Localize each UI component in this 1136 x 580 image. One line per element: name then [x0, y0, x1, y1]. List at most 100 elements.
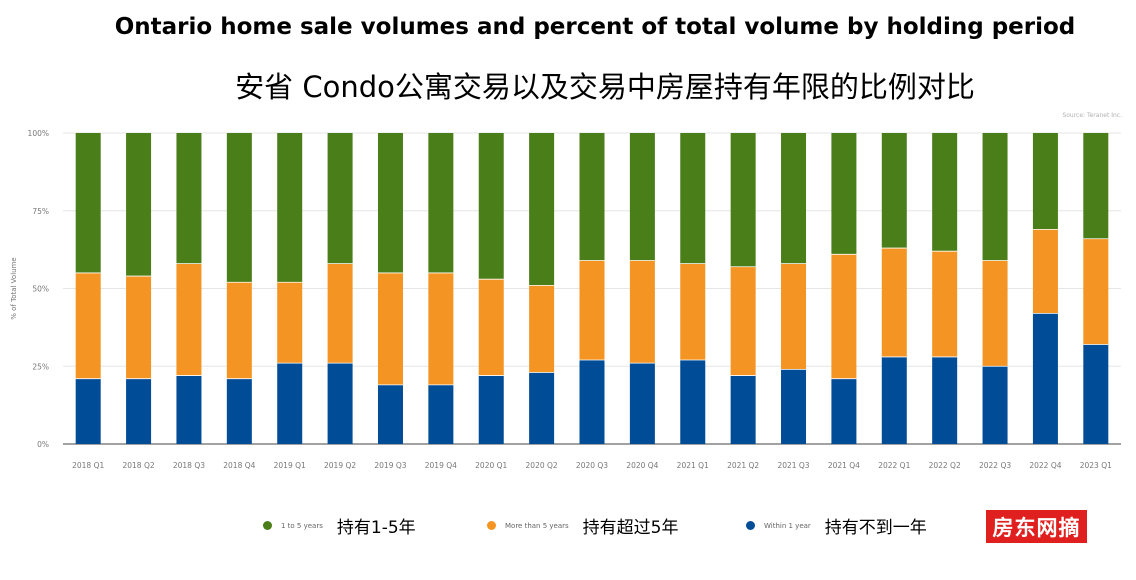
- legend-marker-blue: [746, 521, 755, 530]
- legend-label-zh: 持有1-5年: [336, 518, 416, 538]
- bar-segment[interactable]: [1083, 238, 1109, 345]
- bar-segment[interactable]: [781, 369, 807, 444]
- bar-segment[interactable]: [881, 248, 907, 357]
- x-tick-label: 2018 Q1: [72, 461, 104, 470]
- legend-item-within-1-year[interactable]: Within 1 year 持有不到一年: [746, 513, 927, 538]
- bar-segment[interactable]: [75, 133, 101, 273]
- bar-segment[interactable]: [982, 366, 1008, 444]
- bar-segment[interactable]: [126, 276, 152, 379]
- legend-label: 1 to 5 years: [281, 521, 323, 530]
- bar-segment[interactable]: [327, 363, 353, 444]
- bar-segment[interactable]: [579, 260, 605, 361]
- bar-segment[interactable]: [982, 260, 1008, 367]
- bar-segment[interactable]: [579, 360, 605, 444]
- bar-segment[interactable]: [377, 133, 403, 273]
- bar-segment[interactable]: [529, 133, 555, 286]
- x-tick-label: 2019 Q3: [374, 461, 406, 470]
- y-tick-label: 75%: [32, 207, 49, 216]
- x-tick-label: 2019 Q2: [324, 461, 356, 470]
- bar-segment[interactable]: [277, 282, 303, 364]
- bar-segment[interactable]: [226, 378, 252, 444]
- bar-segment[interactable]: [75, 378, 101, 444]
- y-tick-label: 100%: [28, 129, 49, 138]
- bar-segment[interactable]: [629, 363, 655, 444]
- bar-segment[interactable]: [680, 133, 706, 264]
- bar-segment[interactable]: [226, 282, 252, 379]
- x-tick-label: 2018 Q4: [223, 461, 255, 470]
- bar-segment[interactable]: [629, 133, 655, 261]
- bar-segment[interactable]: [982, 133, 1008, 261]
- x-tick-label: 2022 Q1: [878, 461, 910, 470]
- bar-segment[interactable]: [781, 133, 807, 264]
- bar-segment[interactable]: [277, 133, 303, 283]
- bar-segment[interactable]: [75, 272, 101, 379]
- x-tick-label: 2019 Q1: [274, 461, 306, 470]
- bar-segment[interactable]: [881, 356, 907, 444]
- bar-segment[interactable]: [1083, 133, 1109, 239]
- legend: 1 to 5 years 持有1-5年 More than 5 years 持有…: [0, 513, 1136, 543]
- bar-segment[interactable]: [428, 272, 454, 385]
- bar-segment[interactable]: [327, 133, 353, 264]
- legend-label-zh: 持有超过5年: [582, 518, 679, 538]
- bar-segment[interactable]: [629, 260, 655, 364]
- bar-segment[interactable]: [579, 133, 605, 261]
- y-tick-label: 50%: [32, 285, 49, 294]
- bar-segment[interactable]: [1032, 313, 1058, 444]
- bar-segment[interactable]: [176, 263, 202, 376]
- x-tick-label: 2020 Q2: [526, 461, 558, 470]
- legend-marker-orange: [487, 521, 496, 530]
- bar-segment[interactable]: [730, 133, 756, 267]
- bar-segment[interactable]: [428, 384, 454, 444]
- legend-item-1-to-5-years[interactable]: 1 to 5 years 持有1-5年: [263, 513, 416, 538]
- x-tick-label: 2021 Q1: [677, 461, 709, 470]
- legend-label: More than 5 years: [505, 521, 569, 530]
- bar-segment[interactable]: [377, 384, 403, 444]
- x-tick-label: 2020 Q1: [475, 461, 507, 470]
- bar-segment[interactable]: [1032, 133, 1058, 230]
- bar-segment[interactable]: [781, 263, 807, 370]
- chart-title: Ontario home sale volumes and percent of…: [114, 14, 1076, 40]
- bar-segment[interactable]: [730, 375, 756, 444]
- x-tick-label: 2020 Q3: [576, 461, 608, 470]
- legend-item-more-than-5-years[interactable]: More than 5 years 持有超过5年: [487, 513, 678, 538]
- bar-segment[interactable]: [831, 133, 857, 255]
- x-tick-label: 2021 Q4: [828, 461, 860, 470]
- bar-segment[interactable]: [932, 356, 958, 444]
- bar-segment[interactable]: [529, 372, 555, 444]
- x-tick-label: 2022 Q4: [1029, 461, 1061, 470]
- x-tick-label: 2021 Q2: [727, 461, 759, 470]
- bar-segment[interactable]: [428, 133, 454, 273]
- bar-segment[interactable]: [126, 133, 152, 277]
- bar-segment[interactable]: [478, 375, 504, 444]
- bar-segment[interactable]: [126, 378, 152, 444]
- bar-segment[interactable]: [1032, 229, 1058, 314]
- bar-segment[interactable]: [176, 133, 202, 264]
- bar-segment[interactable]: [529, 285, 555, 373]
- bar-segment[interactable]: [932, 251, 958, 357]
- bar-segment[interactable]: [377, 272, 403, 385]
- bar-segment[interactable]: [1083, 344, 1109, 444]
- bar-segment[interactable]: [680, 360, 706, 444]
- bar-segment[interactable]: [680, 263, 706, 361]
- bar-segment[interactable]: [478, 133, 504, 280]
- x-tick-label: 2019 Q4: [425, 461, 457, 470]
- x-tick-label: 2023 Q1: [1080, 461, 1112, 470]
- bar-segment[interactable]: [730, 266, 756, 376]
- watermark-logo: 房东网摘: [986, 510, 1087, 543]
- x-tick-label: 2022 Q2: [929, 461, 961, 470]
- x-tick-label: 2022 Q3: [979, 461, 1011, 470]
- bar-segment[interactable]: [831, 254, 857, 379]
- legend-marker-green: [263, 521, 272, 530]
- x-tick-label: 2020 Q4: [626, 461, 658, 470]
- bar-segment[interactable]: [881, 133, 907, 249]
- bar-segment[interactable]: [176, 375, 202, 444]
- bar-segment[interactable]: [932, 133, 958, 252]
- bar-segment[interactable]: [327, 263, 353, 364]
- bar-segment[interactable]: [226, 133, 252, 283]
- bar-segment[interactable]: [478, 279, 504, 376]
- x-tick-label: 2021 Q3: [777, 461, 809, 470]
- source-note: Source: Teranet Inc.: [1062, 112, 1122, 119]
- y-tick-label: 25%: [32, 362, 49, 371]
- bar-segment[interactable]: [277, 363, 303, 444]
- bar-segment[interactable]: [831, 378, 857, 444]
